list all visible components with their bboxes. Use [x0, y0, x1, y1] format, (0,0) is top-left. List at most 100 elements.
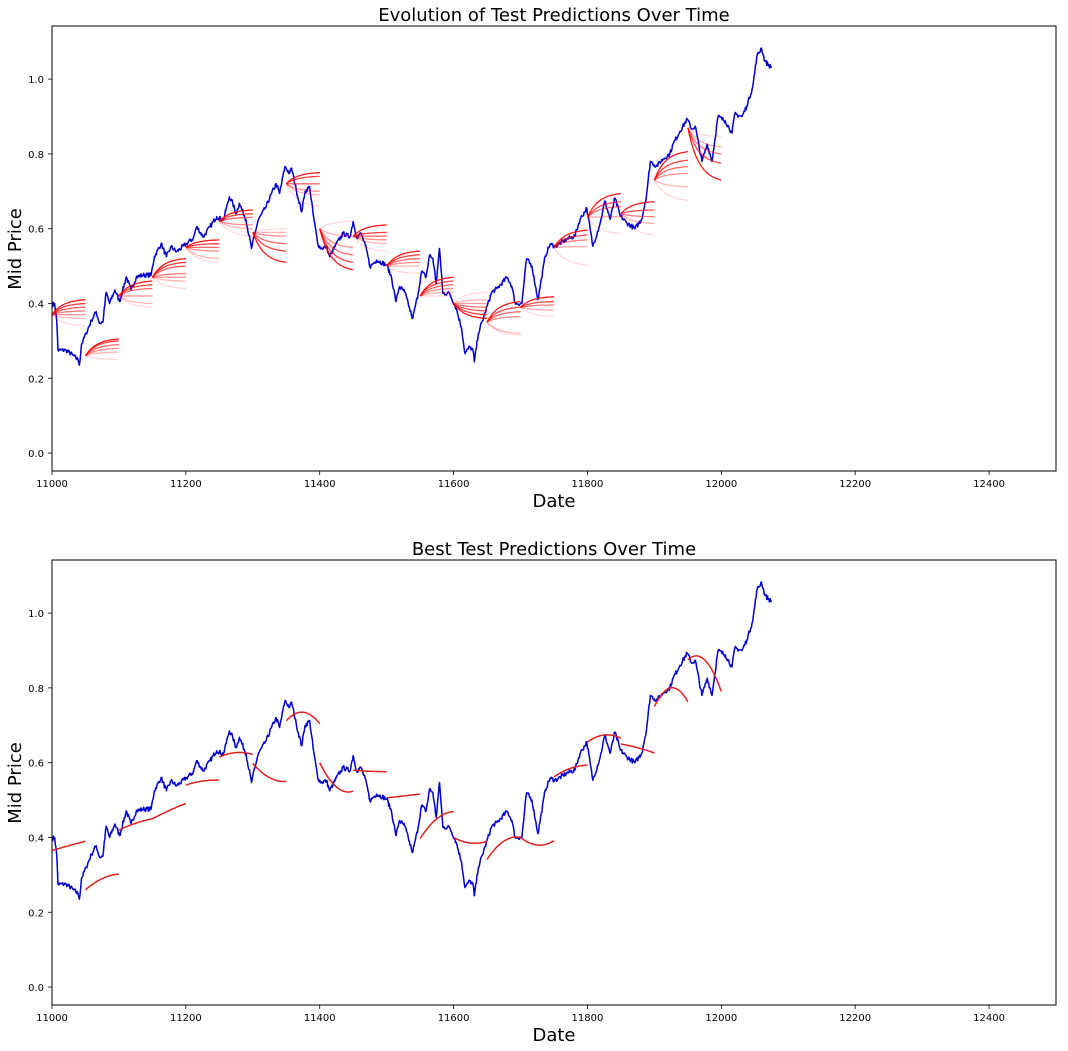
prediction-line: [653, 165, 688, 181]
x-tick-label: 12400: [973, 1013, 1005, 1024]
best-prediction-line: [319, 762, 354, 793]
prediction-line: [553, 239, 588, 248]
evolution-chart: Evolution of Test Predictions Over Time …: [5, 5, 1057, 512]
prediction-line: [152, 272, 186, 278]
best-prediction-line: [520, 836, 555, 846]
plot-area: [51, 25, 1057, 472]
x-tick-label: 11800: [572, 479, 604, 490]
best-prediction-line: [219, 751, 254, 758]
x-tick-label: 12000: [705, 479, 737, 490]
best-prediction-line: [353, 769, 387, 773]
best-prediction-line: [85, 873, 119, 891]
prediction-line: [218, 209, 253, 222]
prediction-line: [520, 300, 554, 308]
x-tick-label: 11000: [36, 479, 68, 490]
prediction-line: [218, 220, 253, 230]
prediction-line: [185, 246, 220, 252]
y-tick-label: 0.8: [28, 150, 44, 161]
prediction-line: [486, 311, 521, 323]
prediction-line: [319, 228, 354, 271]
prediction-line: [520, 306, 554, 311]
prediction-line: [520, 296, 555, 308]
prediction-line: [687, 127, 722, 138]
ticks: 11000 11200 11400 11600 11800 12000 12200 12400…: [28, 75, 1005, 490]
prediction-line: [51, 299, 86, 316]
best-prediction-line: [51, 840, 86, 852]
prediction-line: [386, 261, 421, 267]
prediction-line: [620, 213, 655, 225]
y-tick-label: 0.4: [28, 833, 44, 844]
prediction-line: [51, 314, 86, 320]
x-tick-label: 11400: [304, 1013, 336, 1024]
x-tick-label: 11800: [572, 1013, 604, 1024]
prediction-line: [185, 242, 220, 249]
prediction-line: [453, 299, 488, 305]
prediction-line: [586, 192, 621, 218]
prediction-line: [352, 235, 387, 245]
prediction-line: [252, 228, 287, 234]
prediction-line: [586, 217, 621, 235]
x-tick-label: 11200: [170, 479, 202, 490]
mid-price-line: [51, 47, 773, 366]
y-tick-label: 0.2: [28, 374, 44, 385]
prediction-line: [419, 276, 454, 297]
prediction-line: [553, 234, 588, 248]
axes-frame: [51, 559, 1057, 1006]
best-prediction-line: [386, 793, 421, 799]
prediction-line: [620, 209, 655, 215]
prediction-line: [84, 338, 119, 357]
prediction-line: [218, 213, 253, 222]
prediction-line: [285, 183, 320, 207]
prediction-line: [118, 295, 153, 308]
y-axis-label: Mid Price: [5, 742, 26, 824]
x-tick-label: 11400: [304, 479, 336, 490]
ticks: 11000 11200 11400 11600 11800 12000 12200 12400…: [28, 609, 1005, 1024]
best-prediction-line: [118, 818, 153, 831]
prediction-line: [419, 284, 454, 297]
best-prediction-line: [453, 836, 488, 845]
prediction-line: [453, 302, 488, 308]
prediction-line: [285, 183, 320, 192]
prediction-line: [51, 314, 86, 327]
prediction-line: [151, 276, 186, 290]
prediction-line: [386, 250, 421, 267]
prediction-line: [85, 347, 119, 357]
prediction-line: [252, 232, 287, 252]
prediction-line: [152, 276, 186, 282]
y-tick-label: 0.6: [28, 759, 44, 770]
prediction-line: [419, 280, 454, 297]
best-prediction-line: [553, 764, 588, 778]
best-prediction-line: [419, 810, 454, 840]
prediction-line: [486, 306, 521, 323]
prediction-line: [151, 257, 186, 278]
prediction-line: [319, 228, 354, 249]
prediction-line: [353, 235, 387, 241]
prediction-line: [352, 235, 387, 252]
prediction-line: [587, 205, 621, 218]
prediction-line: [419, 291, 454, 297]
prediction-line: [51, 306, 86, 316]
x-tick-label: 11000: [36, 1013, 68, 1024]
x-tick-label: 12200: [839, 1013, 871, 1024]
y-tick-label: 0.2: [28, 908, 44, 919]
prediction-line: [520, 304, 554, 308]
x-axis-label: Date: [532, 491, 575, 512]
prediction-line: [486, 321, 521, 335]
plot-area: [51, 559, 1057, 1006]
prediction-line: [553, 245, 588, 249]
axes-frame: [51, 25, 1057, 472]
prediction-line: [486, 300, 521, 323]
prediction-line: [85, 355, 119, 361]
prediction-line: [587, 216, 621, 219]
prediction-line: [620, 213, 655, 218]
prediction-line: [520, 306, 555, 318]
prediction-line: [285, 175, 320, 185]
prediction-line: [687, 127, 722, 181]
y-tick-label: 0.6: [28, 225, 44, 236]
prediction-line: [151, 265, 186, 278]
chart-title: Best Test Predictions Over Time: [412, 539, 696, 560]
prediction-line: [85, 343, 119, 357]
prediction-line: [185, 239, 220, 248]
prediction-line: [319, 228, 354, 263]
prediction-line: [453, 303, 488, 320]
